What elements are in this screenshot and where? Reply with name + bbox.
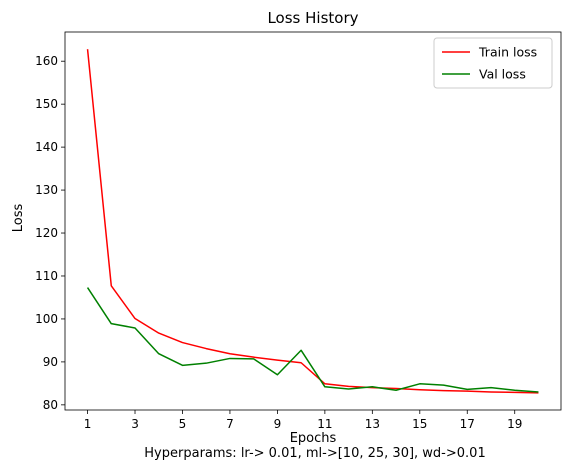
y-tick-label: 160 bbox=[35, 54, 58, 68]
x-tick-label: 7 bbox=[226, 417, 234, 431]
y-tick-label: 80 bbox=[43, 398, 58, 412]
plot-frame bbox=[64, 31, 562, 411]
x-tick-label: 19 bbox=[507, 417, 522, 431]
hyperparams-caption: Hyperparams: lr-> 0.01, ml->[10, 25, 30]… bbox=[144, 446, 485, 461]
y-tick-label: 150 bbox=[35, 97, 58, 111]
y-tick-label: 90 bbox=[43, 355, 58, 369]
y-tick-label: 120 bbox=[35, 226, 58, 240]
series-line-val-loss bbox=[86, 287, 539, 393]
x-axis-label: Epochs bbox=[290, 431, 337, 446]
x-tick-label: 5 bbox=[179, 417, 187, 431]
plot-area: 1 3 5 7 9 11 13 15 17 198090100110120130140150160… bbox=[35, 31, 562, 431]
legend-box bbox=[433, 37, 553, 89]
x-tick-label: 15 bbox=[412, 417, 427, 431]
y-axis-label: Loss bbox=[11, 204, 26, 233]
x-tick-label: 3 bbox=[131, 417, 139, 431]
x-tick-label: 9 bbox=[274, 417, 282, 431]
series-line-train-loss bbox=[86, 49, 539, 394]
legend-label-val-loss: Val loss bbox=[479, 67, 526, 82]
chart-title: Loss History bbox=[267, 9, 358, 27]
y-tick-label: 110 bbox=[35, 269, 58, 283]
legend-label-train-loss: Train loss bbox=[478, 45, 537, 60]
y-tick-label: 140 bbox=[35, 140, 58, 154]
y-tick-label: 130 bbox=[35, 183, 58, 197]
x-tick-label: 17 bbox=[460, 417, 475, 431]
y-tick-label: 100 bbox=[35, 312, 58, 326]
x-tick-label: 13 bbox=[365, 417, 380, 431]
x-tick-label: 1 bbox=[84, 417, 92, 431]
legend: Train loss Val loss bbox=[433, 37, 553, 89]
x-tick-label: 11 bbox=[317, 417, 332, 431]
